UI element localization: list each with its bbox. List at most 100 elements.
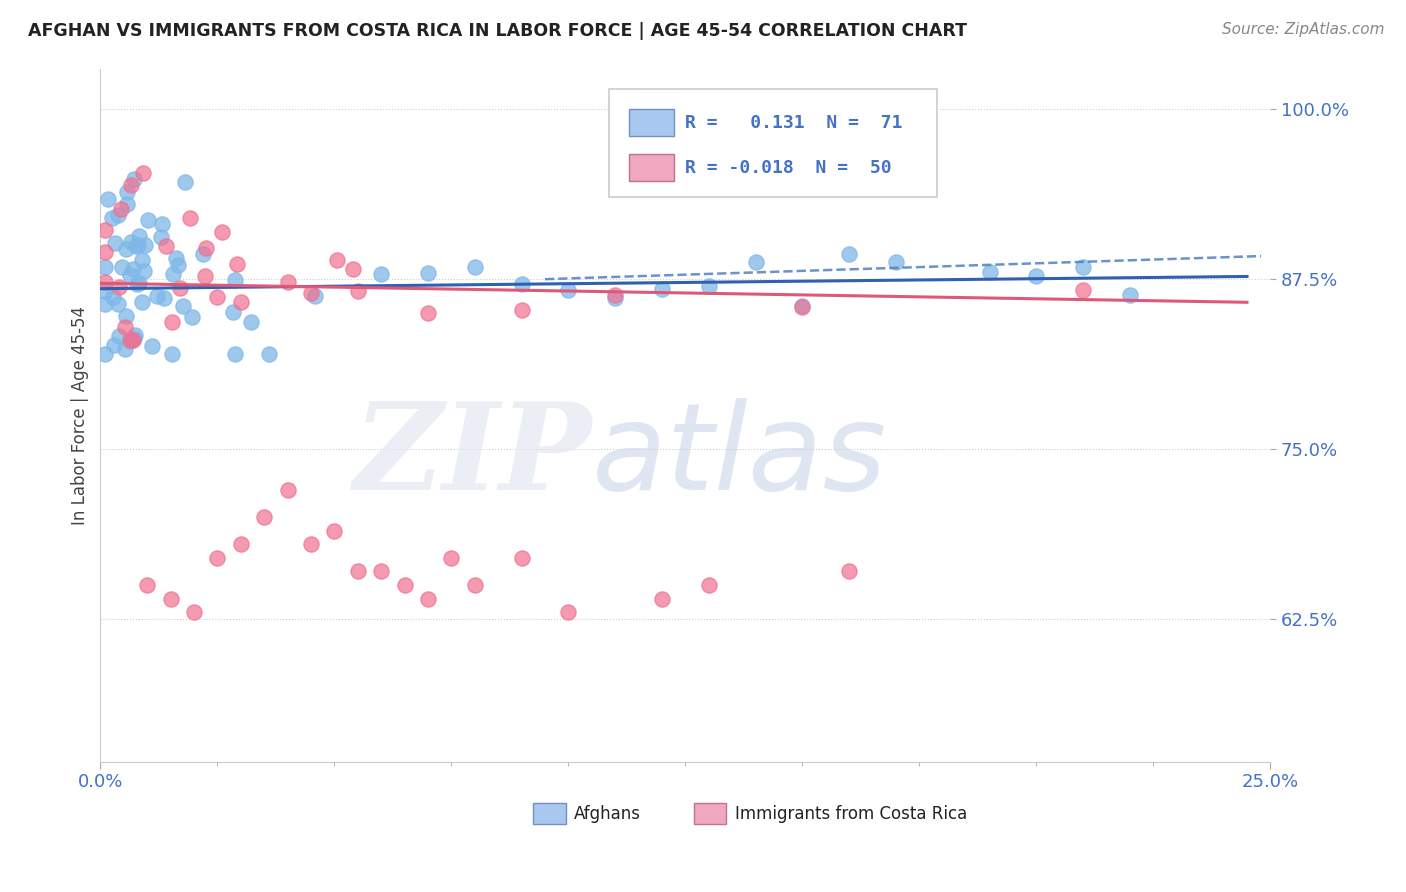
Text: ZIP: ZIP <box>353 398 592 516</box>
Point <box>557 283 579 297</box>
Point <box>299 285 322 300</box>
Point <box>159 591 181 606</box>
Point <box>94 260 117 274</box>
Point <box>165 252 187 266</box>
Point <box>131 252 153 267</box>
Point <box>253 510 276 524</box>
Point <box>131 294 153 309</box>
Point <box>342 262 364 277</box>
Text: AFGHAN VS IMMIGRANTS FROM COSTA RICA IN LABOR FORCE | AGE 45-54 CORRELATION CHAR: AFGHAN VS IMMIGRANTS FROM COSTA RICA IN … <box>28 22 967 40</box>
Point <box>299 537 322 551</box>
Point <box>108 329 131 343</box>
Point <box>153 291 176 305</box>
Point <box>346 285 368 299</box>
Point <box>416 591 439 606</box>
Point <box>346 565 368 579</box>
Text: Source: ZipAtlas.com: Source: ZipAtlas.com <box>1222 22 1385 37</box>
Point <box>136 213 159 227</box>
Point <box>394 578 416 592</box>
Point <box>94 284 117 298</box>
Point <box>370 565 392 579</box>
Text: Immigrants from Costa Rica: Immigrants from Costa Rica <box>734 805 967 822</box>
Point <box>211 225 233 239</box>
Bar <box>630 110 673 136</box>
Point <box>191 247 214 261</box>
Point <box>117 185 139 199</box>
Point <box>605 291 627 305</box>
Point <box>167 258 190 272</box>
Point <box>207 550 229 565</box>
Point <box>115 309 138 323</box>
Point <box>162 315 184 329</box>
Point <box>110 202 132 216</box>
Point <box>104 235 127 250</box>
Point <box>155 239 177 253</box>
Point <box>122 171 145 186</box>
Text: R = -0.018  N =  50: R = -0.018 N = 50 <box>685 159 891 177</box>
Text: Afghans: Afghans <box>574 805 641 822</box>
Point <box>323 524 346 538</box>
Point <box>257 347 280 361</box>
Point <box>94 297 117 311</box>
Point <box>94 275 117 289</box>
Bar <box>693 804 727 824</box>
Point <box>110 260 132 275</box>
Point <box>122 330 145 344</box>
Point <box>224 273 246 287</box>
Point <box>838 565 860 579</box>
Point <box>979 265 1001 279</box>
Point <box>194 269 217 284</box>
Point <box>838 247 860 261</box>
Text: atlas: atlas <box>592 398 887 516</box>
Point <box>132 166 155 180</box>
Point <box>160 347 183 361</box>
Point <box>94 223 117 237</box>
Point <box>114 319 136 334</box>
Text: R =   0.131  N =  71: R = 0.131 N = 71 <box>685 113 903 132</box>
Point <box>180 310 202 325</box>
Point <box>370 267 392 281</box>
Point <box>464 260 486 275</box>
Point <box>207 290 229 304</box>
Point <box>97 192 120 206</box>
Point <box>792 300 814 314</box>
Point <box>128 276 150 290</box>
Point <box>277 483 299 497</box>
Point <box>120 235 142 249</box>
Bar <box>630 154 673 181</box>
Point <box>121 332 143 346</box>
Point <box>464 578 486 592</box>
Point <box>107 207 129 221</box>
Point <box>128 229 150 244</box>
Point <box>149 229 172 244</box>
Point <box>222 305 245 319</box>
Point <box>120 334 142 348</box>
Point <box>136 578 159 592</box>
Point <box>146 289 169 303</box>
Point <box>226 257 249 271</box>
Point <box>229 294 252 309</box>
Point <box>121 178 143 192</box>
Point <box>122 334 145 348</box>
Point <box>194 241 217 255</box>
Point <box>134 238 156 252</box>
Point <box>697 578 720 592</box>
Point <box>120 334 142 348</box>
Point <box>697 279 720 293</box>
Point <box>510 302 533 317</box>
Point <box>94 244 117 259</box>
Point <box>277 275 299 289</box>
Point <box>107 297 129 311</box>
Point <box>121 262 143 277</box>
Point <box>1071 260 1094 274</box>
Point <box>114 343 136 357</box>
Point <box>127 238 149 252</box>
Point <box>103 290 125 304</box>
Point <box>103 338 125 352</box>
Point <box>1119 288 1142 302</box>
Point <box>1071 283 1094 297</box>
Point <box>605 288 627 302</box>
Point <box>141 339 163 353</box>
Point <box>510 550 533 565</box>
Point <box>169 281 191 295</box>
